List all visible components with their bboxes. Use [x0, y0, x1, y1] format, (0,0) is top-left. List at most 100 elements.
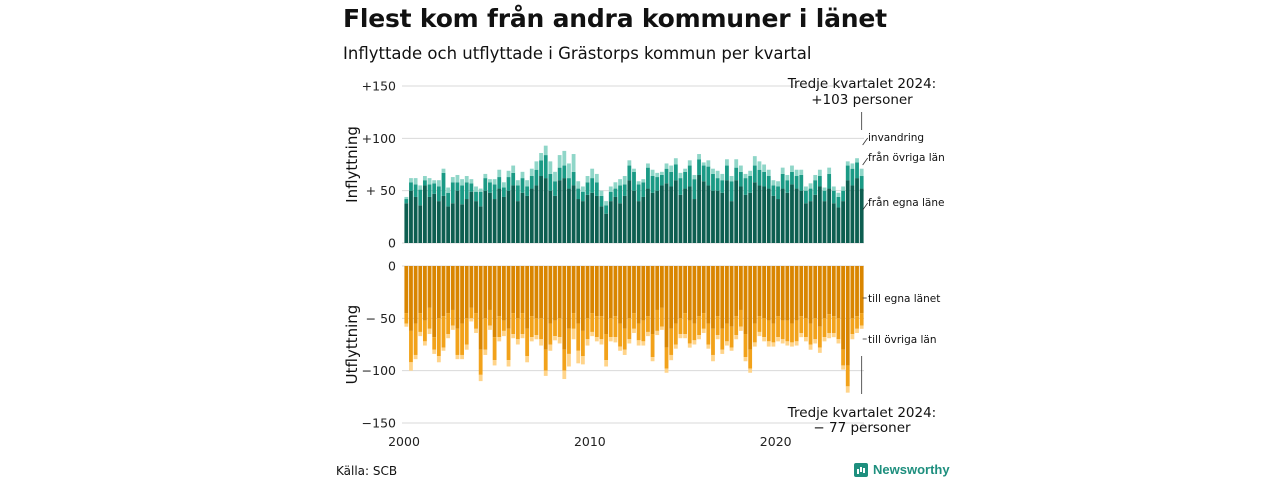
bar-outflow — [590, 331, 595, 337]
bar-outflow — [450, 325, 455, 330]
bar-inflow — [427, 184, 432, 197]
bar-outflow — [520, 266, 525, 314]
bar-outflow — [553, 336, 557, 341]
series-label-out: till egna länet — [868, 293, 940, 305]
bar-outflow — [404, 323, 409, 327]
bar-outflow — [525, 328, 530, 357]
bar-outflow — [594, 316, 599, 338]
bar-outflow — [822, 318, 827, 338]
bar-outflow — [827, 314, 832, 333]
bar-outflow — [692, 340, 697, 345]
bar-outflow — [641, 266, 646, 321]
bar-inflow — [604, 213, 609, 243]
bar-inflow — [673, 158, 678, 165]
bar-outflow — [511, 266, 516, 314]
bar-inflow — [822, 187, 827, 191]
bar-outflow — [776, 316, 780, 338]
bar-outflow — [836, 318, 841, 340]
bar-outflow — [627, 339, 632, 344]
bar-outflow — [483, 318, 488, 350]
bar-outflow — [859, 266, 864, 314]
bar-inflow — [725, 165, 729, 181]
bar-outflow — [655, 309, 660, 331]
bar-outflow — [799, 266, 804, 317]
bar-outflow — [571, 313, 576, 329]
bar-outflow — [441, 266, 446, 317]
bar-outflow — [715, 316, 720, 336]
bar-outflow — [515, 318, 520, 340]
bar-outflow — [455, 266, 460, 329]
bar-outflow — [752, 342, 757, 347]
bar-outflow — [460, 266, 464, 324]
bar-outflow — [562, 349, 567, 371]
bar-inflow — [669, 171, 674, 187]
bar-inflow — [692, 179, 697, 200]
bar-inflow — [506, 177, 511, 191]
bar-inflow — [627, 165, 632, 181]
bar-inflow — [632, 171, 636, 191]
bar-outflow — [827, 266, 832, 315]
bar-outflow — [594, 266, 599, 317]
bar-inflow — [669, 186, 674, 243]
bar-inflow — [748, 176, 753, 193]
bar-inflow — [441, 168, 446, 173]
bar-inflow — [706, 160, 711, 167]
bar-inflow — [687, 186, 692, 243]
bar-outflow — [687, 266, 692, 321]
bar-inflow — [608, 201, 613, 243]
bar-inflow — [683, 188, 688, 243]
bar-outflow — [511, 313, 516, 335]
bar-inflow — [790, 184, 794, 243]
bar-inflow — [771, 185, 776, 196]
bar-outflow — [571, 266, 576, 314]
bar-outflow — [757, 316, 762, 332]
bar-inflow — [520, 178, 525, 193]
bar-inflow — [738, 165, 743, 172]
bar-inflow — [492, 179, 497, 185]
bar-inflow — [483, 178, 488, 191]
bar-outflow — [664, 368, 669, 373]
bar-inflow — [488, 192, 492, 243]
bar-outflow — [608, 337, 613, 342]
y-tick-label-out: 0 — [388, 259, 396, 274]
axes: 0 + 50 +100 +150 0 − 50 −100 −150 Inflyttning Utf… — [343, 79, 792, 450]
bar-inflow — [613, 188, 618, 197]
bar-inflow — [766, 176, 771, 189]
bar-outflow — [409, 362, 413, 371]
bar-inflow — [585, 182, 590, 195]
bar-inflow — [799, 190, 804, 243]
bar-outflow — [752, 266, 757, 324]
bar-inflow — [543, 178, 548, 243]
bar-outflow — [855, 316, 859, 329]
bar-outflow — [683, 334, 688, 339]
bar-inflow — [743, 194, 748, 243]
bar-outflow — [734, 335, 739, 340]
bar-inflow — [594, 195, 599, 243]
bar-inflow — [692, 199, 697, 243]
bar-outflow — [776, 266, 780, 317]
bar-inflow — [715, 190, 720, 243]
bar-inflow — [827, 167, 832, 174]
bar-outflow — [441, 316, 446, 348]
bar-outflow — [548, 266, 553, 324]
bar-inflow — [460, 204, 464, 243]
bar-inflow — [706, 185, 711, 243]
bar-inflow — [571, 171, 576, 186]
bar-outflow — [446, 313, 451, 335]
bar-outflow — [683, 313, 688, 335]
bar-inflow — [604, 201, 609, 206]
bar-outflow — [738, 326, 743, 331]
bar-inflow — [539, 160, 543, 177]
series-label-in: invandring — [868, 132, 924, 144]
bar-outflow — [850, 266, 855, 319]
series-label-out: till övriga län — [868, 334, 937, 346]
bar-outflow — [613, 316, 618, 338]
bar-outflow — [418, 331, 423, 337]
bar-outflow — [725, 266, 729, 324]
bar-outflow — [488, 325, 492, 330]
bar-inflow — [567, 188, 571, 243]
bar-outflow — [608, 318, 613, 338]
bar-inflow — [701, 181, 706, 243]
series-leader — [862, 157, 869, 166]
bar-inflow — [590, 192, 595, 243]
